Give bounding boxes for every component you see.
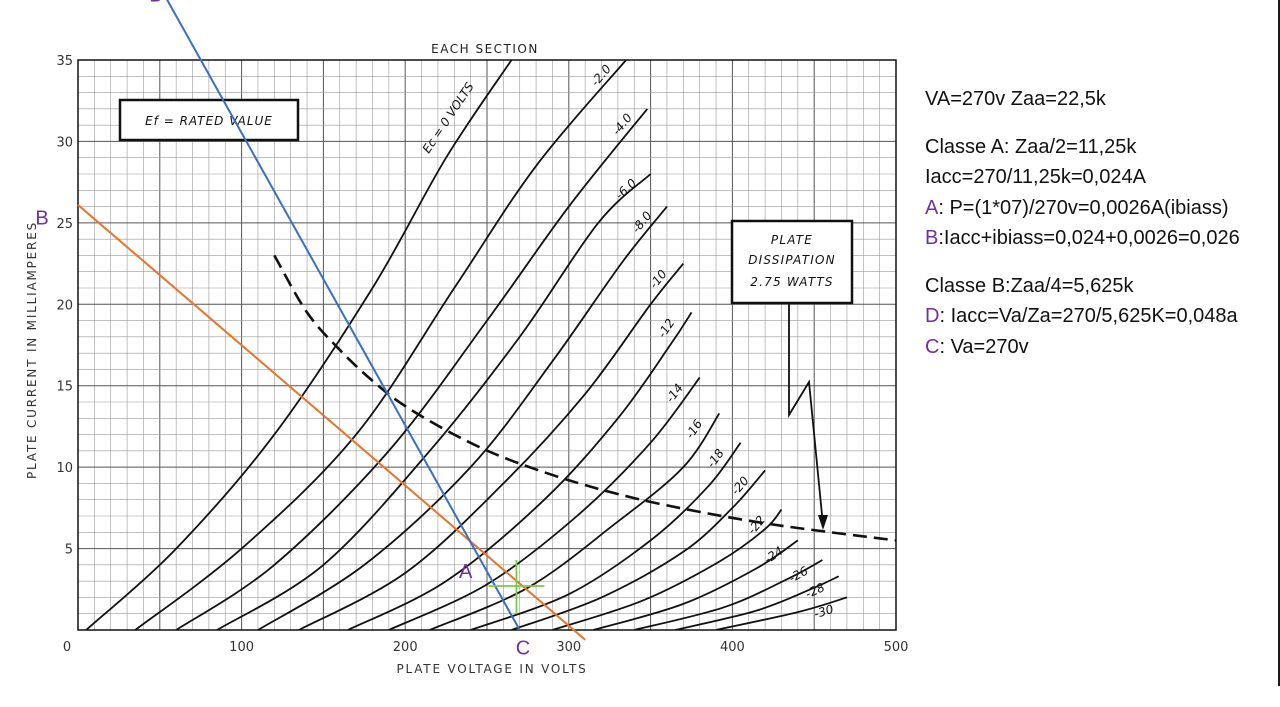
notes-d-text: : Iacc=Va/Za=270/5,625K=0,048a bbox=[939, 305, 1238, 327]
grid-curve-10 bbox=[298, 263, 685, 630]
dissipation-line-2: DISSIPATION bbox=[748, 253, 836, 267]
y-tick-label: 20 bbox=[56, 298, 73, 313]
classe-b-load-line bbox=[166, 0, 521, 631]
rated-value-box: Ef = RATED VALUE bbox=[118, 98, 300, 142]
notes-classe-a-a-line: A: P=(1*07)/270v=0,0026A(ibiass) bbox=[925, 193, 1280, 224]
grid-curve-20 bbox=[511, 469, 766, 630]
curve-label: -30 bbox=[812, 602, 835, 621]
grid-curve-ec0volts bbox=[85, 60, 513, 630]
x-tick-label: 100 bbox=[229, 640, 254, 655]
grid-curve-12 bbox=[347, 311, 693, 630]
x-tick-labels: 0 100 200 300 400 500 bbox=[63, 640, 909, 655]
classe-a-load-line bbox=[77, 204, 586, 641]
notes-classe-a-iacc: Iacc=270/11,25k=0,024A bbox=[925, 166, 1146, 188]
curve-label: -2.0 bbox=[588, 62, 614, 89]
grid-curve-80 bbox=[257, 206, 668, 630]
notes-label-d: D bbox=[925, 305, 940, 327]
notes-classe-b-title: Classe B:Zaa/4=5,625k bbox=[925, 274, 1134, 297]
plate-dissipation-curve bbox=[273, 254, 897, 542]
y-tick-labels: 5 10 15 20 25 30 35 bbox=[56, 54, 73, 558]
y-tick-label: 25 bbox=[56, 217, 73, 232]
notes-va-zaa: VA=270v Zaa=22,5k bbox=[925, 88, 1106, 110]
point-label-b: B bbox=[35, 207, 48, 229]
notes-label-a: A bbox=[925, 196, 939, 219]
x-tick-label: 500 bbox=[884, 640, 909, 655]
notes-label-b: B bbox=[925, 227, 939, 249]
x-tick-label: 0 bbox=[63, 640, 71, 655]
x-tick-label: 200 bbox=[393, 640, 418, 655]
notes-c-text: : Va=270v bbox=[939, 335, 1029, 358]
markers bbox=[488, 560, 545, 615]
notes-a-text: : P=(1*07)/270v=0,0026A(ibiass) bbox=[938, 196, 1229, 219]
point-label-d: D bbox=[149, 0, 163, 6]
grid-curve-24 bbox=[593, 539, 799, 630]
dissipation-curve-group bbox=[273, 254, 897, 542]
grid-curve-20 bbox=[134, 60, 627, 630]
notes-classe-a-title: Classe A: Zaa/2=11,25k bbox=[925, 135, 1137, 158]
grid-curve-18 bbox=[470, 442, 742, 630]
grid-curve-30 bbox=[715, 596, 848, 630]
rated-value-label: Ef = RATED VALUE bbox=[145, 114, 273, 128]
slide-edge-divider bbox=[1278, 0, 1280, 686]
notes-classe-a-b-line: B:Iacc+ibiass=0,024+0,0026=0,026 bbox=[925, 223, 1280, 254]
curve-labels: Ec = 0 VOLTS-2.0-4.0-6.0-8.0-10-12-14-16… bbox=[420, 62, 836, 621]
calculation-notes: VA=270v Zaa=22,5k Classe A: Zaa/2=11,25k… bbox=[925, 84, 1280, 362]
point-label-c: C bbox=[516, 637, 530, 659]
plate-dissipation-box: PLATE DISSIPATION 2.75 WATTS bbox=[730, 219, 854, 530]
x-axis-label: PLATE VOLTAGE IN VOLTS bbox=[396, 662, 587, 676]
notes-classe-b-d-line: D: Iacc=Va/Za=270/5,625K=0,048a bbox=[925, 301, 1280, 332]
chart-title: EACH SECTION bbox=[431, 42, 539, 56]
y-tick-label: 35 bbox=[56, 54, 73, 69]
curve-label: Ec = 0 VOLTS bbox=[420, 80, 477, 156]
curve-label: -16 bbox=[683, 417, 706, 441]
notes-classe-b-c-line: C: Va=270v bbox=[925, 332, 1280, 363]
curve-label: -6.0 bbox=[613, 176, 640, 202]
notes-b-text: :Iacc+ibiass=0,024+0,0026=0,026 bbox=[938, 227, 1240, 249]
dissipation-line-3: 2.75 WATTS bbox=[750, 275, 833, 289]
y-tick-label: 5 bbox=[65, 543, 73, 558]
curve-label: -22 bbox=[745, 513, 768, 537]
grid-curve-16 bbox=[429, 412, 721, 630]
curve-label: -4.0 bbox=[609, 111, 635, 138]
x-tick-label: 300 bbox=[556, 640, 581, 655]
plate-characteristics-chart: EACH SECTION PLATE VOLTAGE IN VOLTS PLAT… bbox=[25, 0, 909, 676]
y-tick-label: 15 bbox=[56, 380, 73, 395]
curve-label: -10 bbox=[647, 267, 670, 291]
dissipation-pointer-arrowhead bbox=[818, 515, 828, 530]
grid-voltage-curves bbox=[85, 60, 848, 630]
load-lines bbox=[77, 0, 586, 641]
y-axis-label: PLATE CURRENT IN MILLIAMPERES bbox=[25, 221, 39, 479]
notes-label-c: C bbox=[925, 335, 940, 358]
point-labels: D B A C bbox=[35, 0, 530, 659]
chart-grid bbox=[77, 59, 897, 631]
dissipation-line-1: PLATE bbox=[771, 233, 813, 247]
y-tick-label: 10 bbox=[56, 461, 73, 476]
grid-curve-40 bbox=[175, 108, 648, 630]
x-tick-label: 400 bbox=[720, 640, 745, 655]
dissipation-pointer bbox=[788, 303, 824, 526]
y-tick-label: 30 bbox=[56, 135, 73, 150]
grid-curve-28 bbox=[674, 575, 840, 630]
grid-curve-14 bbox=[388, 377, 701, 630]
plot-frame bbox=[77, 59, 897, 631]
curve-label: -26 bbox=[786, 563, 810, 585]
point-label-a: A bbox=[459, 561, 473, 583]
grid-curve-26 bbox=[633, 559, 823, 630]
grid-curve-60 bbox=[216, 173, 652, 630]
